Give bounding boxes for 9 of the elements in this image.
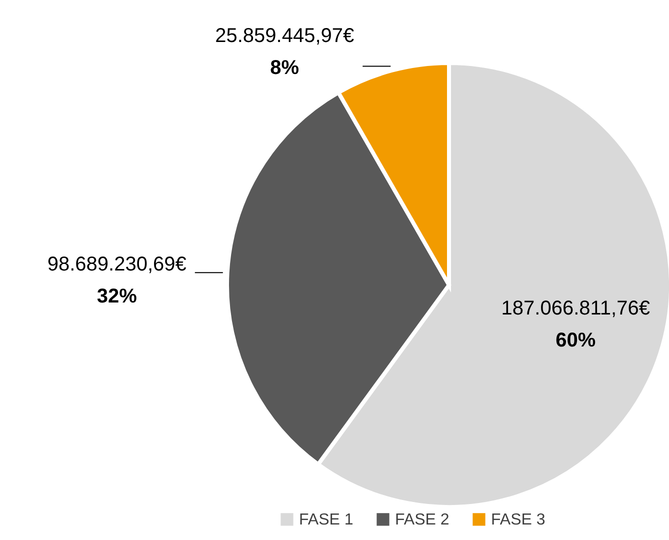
text: 32%	[96, 286, 138, 308]
data-label: 98.689.230,69€	[47, 254, 186, 276]
data-label: 25.859.445,97€	[215, 25, 354, 48]
text: 8%	[270, 57, 300, 80]
data-label: 187.066.811,76€	[501, 297, 650, 320]
legend-label: FASE 1	[299, 511, 354, 528]
legend-label: FASE 2	[395, 511, 450, 528]
legend-label: FASE 3	[491, 511, 546, 528]
text: 60%	[556, 329, 596, 352]
